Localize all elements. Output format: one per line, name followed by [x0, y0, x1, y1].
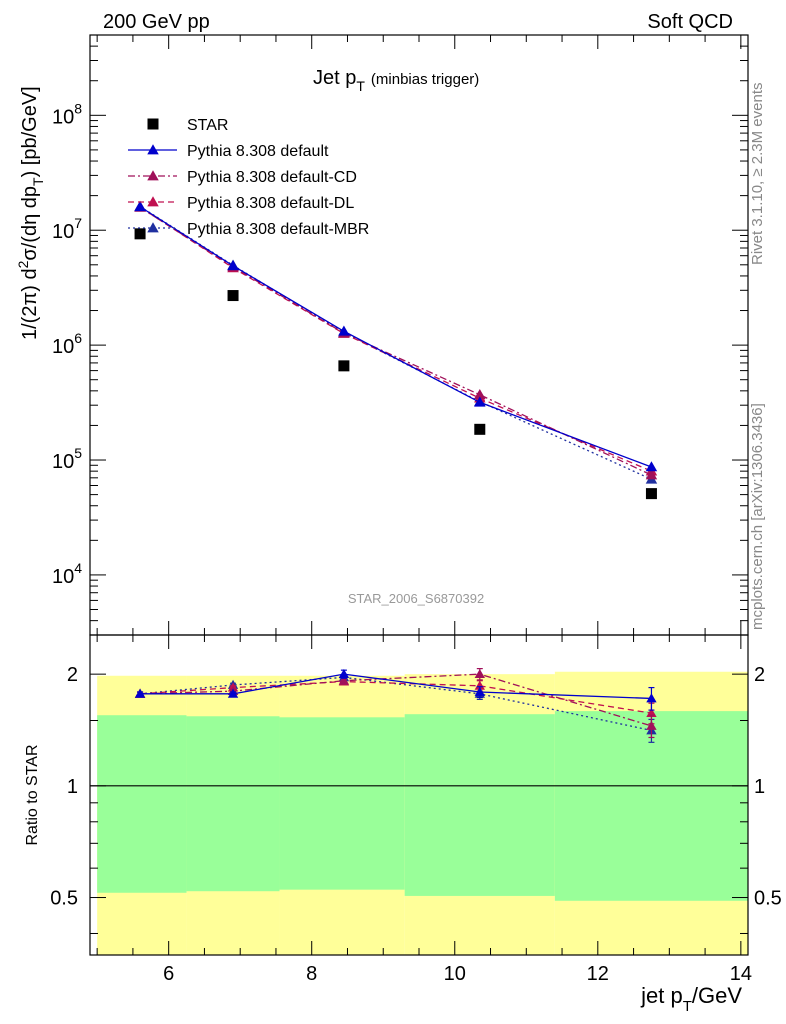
ratio-y-tick-label-right: 0.5: [754, 888, 782, 910]
main-series: [134, 200, 658, 500]
legend-marker: [147, 118, 159, 130]
mc-data-point: [474, 396, 486, 407]
ratio-y-tick-label-right: 2: [754, 664, 765, 686]
main-y-tick-label: 107: [52, 215, 82, 243]
ratio-green-band: [97, 715, 187, 893]
star-data-point: [645, 488, 657, 500]
ratio-y-tick-label: 0.5: [50, 888, 78, 910]
ratio-series-0: [134, 668, 657, 711]
ratio-y-tick-label-right: 1: [754, 776, 765, 798]
main-series-line: [139, 206, 652, 476]
header-left: 200 GeV pp: [103, 11, 210, 33]
mc-data-point: [134, 201, 146, 212]
ratio-green-band: [279, 717, 405, 890]
x-tick-label: 10: [444, 963, 466, 985]
main-axis-ticks: 104 105 106 107 108: [52, 34, 748, 636]
main-y-tick-label: 105: [52, 445, 82, 473]
star-data-point: [227, 290, 239, 302]
legend-label: STAR: [187, 117, 228, 134]
ratio-data-point: [227, 688, 239, 698]
ratio-series-line: [140, 673, 652, 727]
legend-label: Pythia 8.308 default: [187, 143, 329, 160]
legend-item-2: Pythia 8.308 default-CD: [128, 169, 357, 186]
legend-marker: [147, 170, 159, 181]
rivet-version-label: Rivet 3.1.10, ≥ 2.3M events: [749, 83, 766, 266]
ratio-data-point: [474, 686, 485, 696]
legend: STAR Pythia 8.308 default Pythia 8.308 def…: [128, 117, 369, 238]
main-y-axis-label: 1/(2π) d2σ/(dη dpT) [pb/GeV]: [15, 86, 46, 340]
ratio-series: [134, 668, 657, 743]
main-series-2: [134, 201, 658, 480]
legend-label: Pythia 8.308 default-CD: [187, 169, 357, 186]
ratio-y-axis-label: Ratio to STAR: [24, 744, 41, 845]
main-y-tick-label: 104: [52, 560, 82, 588]
main-series-line: [139, 206, 652, 468]
ratio-plot-frame: [89, 634, 749, 956]
legend-item-3: Pythia 8.308 default-DL: [128, 195, 354, 212]
legend-marker: [147, 222, 159, 233]
x-tick-label: 14: [730, 963, 752, 985]
x-tick-label: 8: [306, 963, 317, 985]
main-y-tick-label: 106: [52, 330, 82, 358]
star-data-point: [338, 360, 350, 372]
x-tick-label: 6: [163, 963, 174, 985]
mc-data-point: [474, 388, 486, 400]
legend-label: Pythia 8.308 default-MBR: [187, 221, 369, 238]
ratio-data-point: [474, 680, 485, 690]
mc-data-point: [227, 260, 239, 271]
main-plot-title: Jet pT (minbias trigger): [313, 67, 479, 94]
mc-data-point: [645, 461, 658, 472]
main-plot: 104 105 106 107 108: [52, 34, 749, 636]
legend-marker: [147, 196, 159, 207]
ratio-data-point: [338, 675, 350, 685]
legend-item-4: Pythia 8.308 default-MBR: [128, 221, 369, 238]
legend-item-1: Pythia 8.308 default: [128, 143, 329, 160]
ratio-data-point: [646, 720, 657, 730]
header-right: Soft QCD: [647, 11, 733, 33]
mcplots-label: mcplots.cern.ch [arXiv:1306.3436]: [749, 403, 766, 630]
legend-item-0: STAR: [147, 117, 228, 134]
main-series-1: [134, 201, 658, 472]
legend-label: Pythia 8.308 default-DL: [187, 195, 354, 212]
main-series-0: [134, 228, 657, 500]
main-series-line: [139, 206, 652, 472]
legend-marker: [147, 144, 159, 155]
mc-data-point: [645, 469, 658, 480]
ratio-data-point: [646, 693, 657, 703]
ratio-y-tick-label: 2: [67, 664, 78, 686]
main-series-3: [134, 201, 658, 476]
ratio-data-point: [474, 668, 485, 679]
ratio-axis-ticks: 6 8 10 12 140.5 0.51 12 2: [50, 635, 782, 985]
star-data-point: [474, 423, 486, 435]
mc-data-point: [338, 325, 350, 336]
ratio-plot: 6 8 10 12 140.5 0.51 12 2: [50, 634, 782, 985]
star-data-point: [134, 228, 146, 240]
ratio-data-point: [338, 668, 350, 679]
main-y-tick-label: 108: [52, 100, 82, 128]
x-tick-label: 12: [587, 963, 609, 985]
x-axis-label: jet pT/GeV: [640, 983, 742, 1015]
ratio-y-tick-label: 1: [67, 776, 78, 798]
ratio-data-point: [134, 688, 146, 698]
ratio-green-band: [404, 714, 555, 896]
ratio-green-band: [186, 716, 280, 892]
analysis-watermark: STAR_2006_S6870392: [348, 591, 484, 606]
